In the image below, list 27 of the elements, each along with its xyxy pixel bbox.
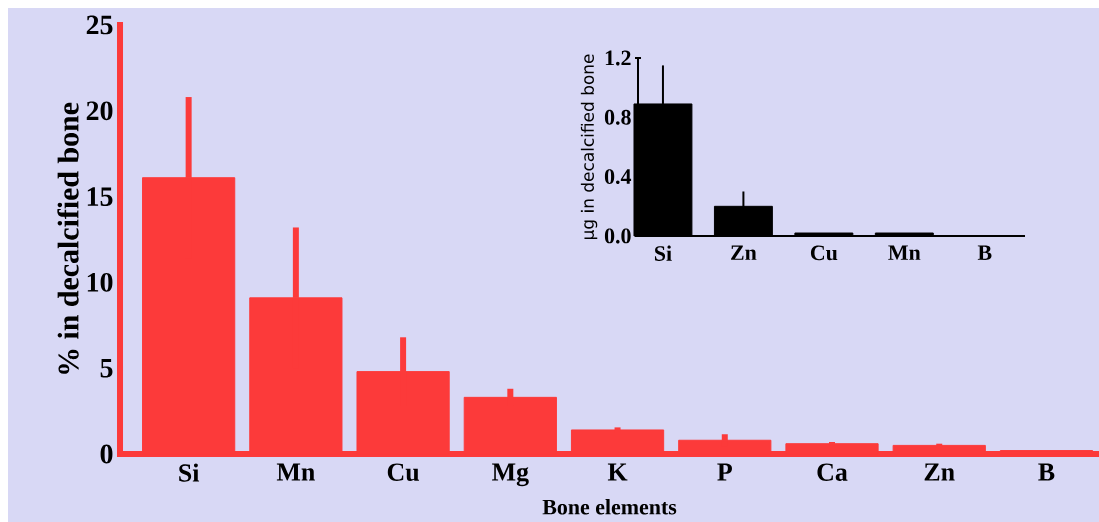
y-tick-label: 10 xyxy=(87,272,113,292)
x-tick-label: P xyxy=(717,463,732,481)
y-axis-title: μg in decalcified bone xyxy=(580,54,598,239)
y-tick-label: 0.4 xyxy=(604,169,632,185)
x-tick-label: Si xyxy=(654,245,672,261)
y-tick-label: 25 xyxy=(86,15,113,35)
y-tick-label: 20 xyxy=(86,101,113,121)
y-tick-label: 15 xyxy=(87,187,113,206)
x-tick-label: Cu xyxy=(387,463,419,481)
y-tick-label: 0.8 xyxy=(604,109,631,125)
x-tick-label: B xyxy=(1038,463,1055,481)
y-tick-label: 5 xyxy=(100,358,113,378)
x-axis-title: Bone elements xyxy=(542,499,677,515)
y-tick-label: 0 xyxy=(100,444,113,464)
x-tick-label: Si xyxy=(179,463,200,482)
y-tick-label: 0.0 xyxy=(604,228,631,244)
x-tick-label: Mn xyxy=(888,245,921,260)
x-tick-label: K xyxy=(607,463,628,481)
x-tick-label: Zn xyxy=(924,463,955,481)
x-tick-label: Ca xyxy=(817,463,848,481)
y-tick-label: 1.2 xyxy=(605,50,631,66)
y-axis-title: % in decalcified bone xyxy=(57,102,79,374)
x-tick-label: B xyxy=(977,245,992,260)
x-tick-label: Cu xyxy=(810,245,838,261)
x-tick-label: Mg xyxy=(492,463,529,487)
x-tick-label: Mn xyxy=(276,463,315,481)
x-tick-label: Zn xyxy=(731,245,757,260)
